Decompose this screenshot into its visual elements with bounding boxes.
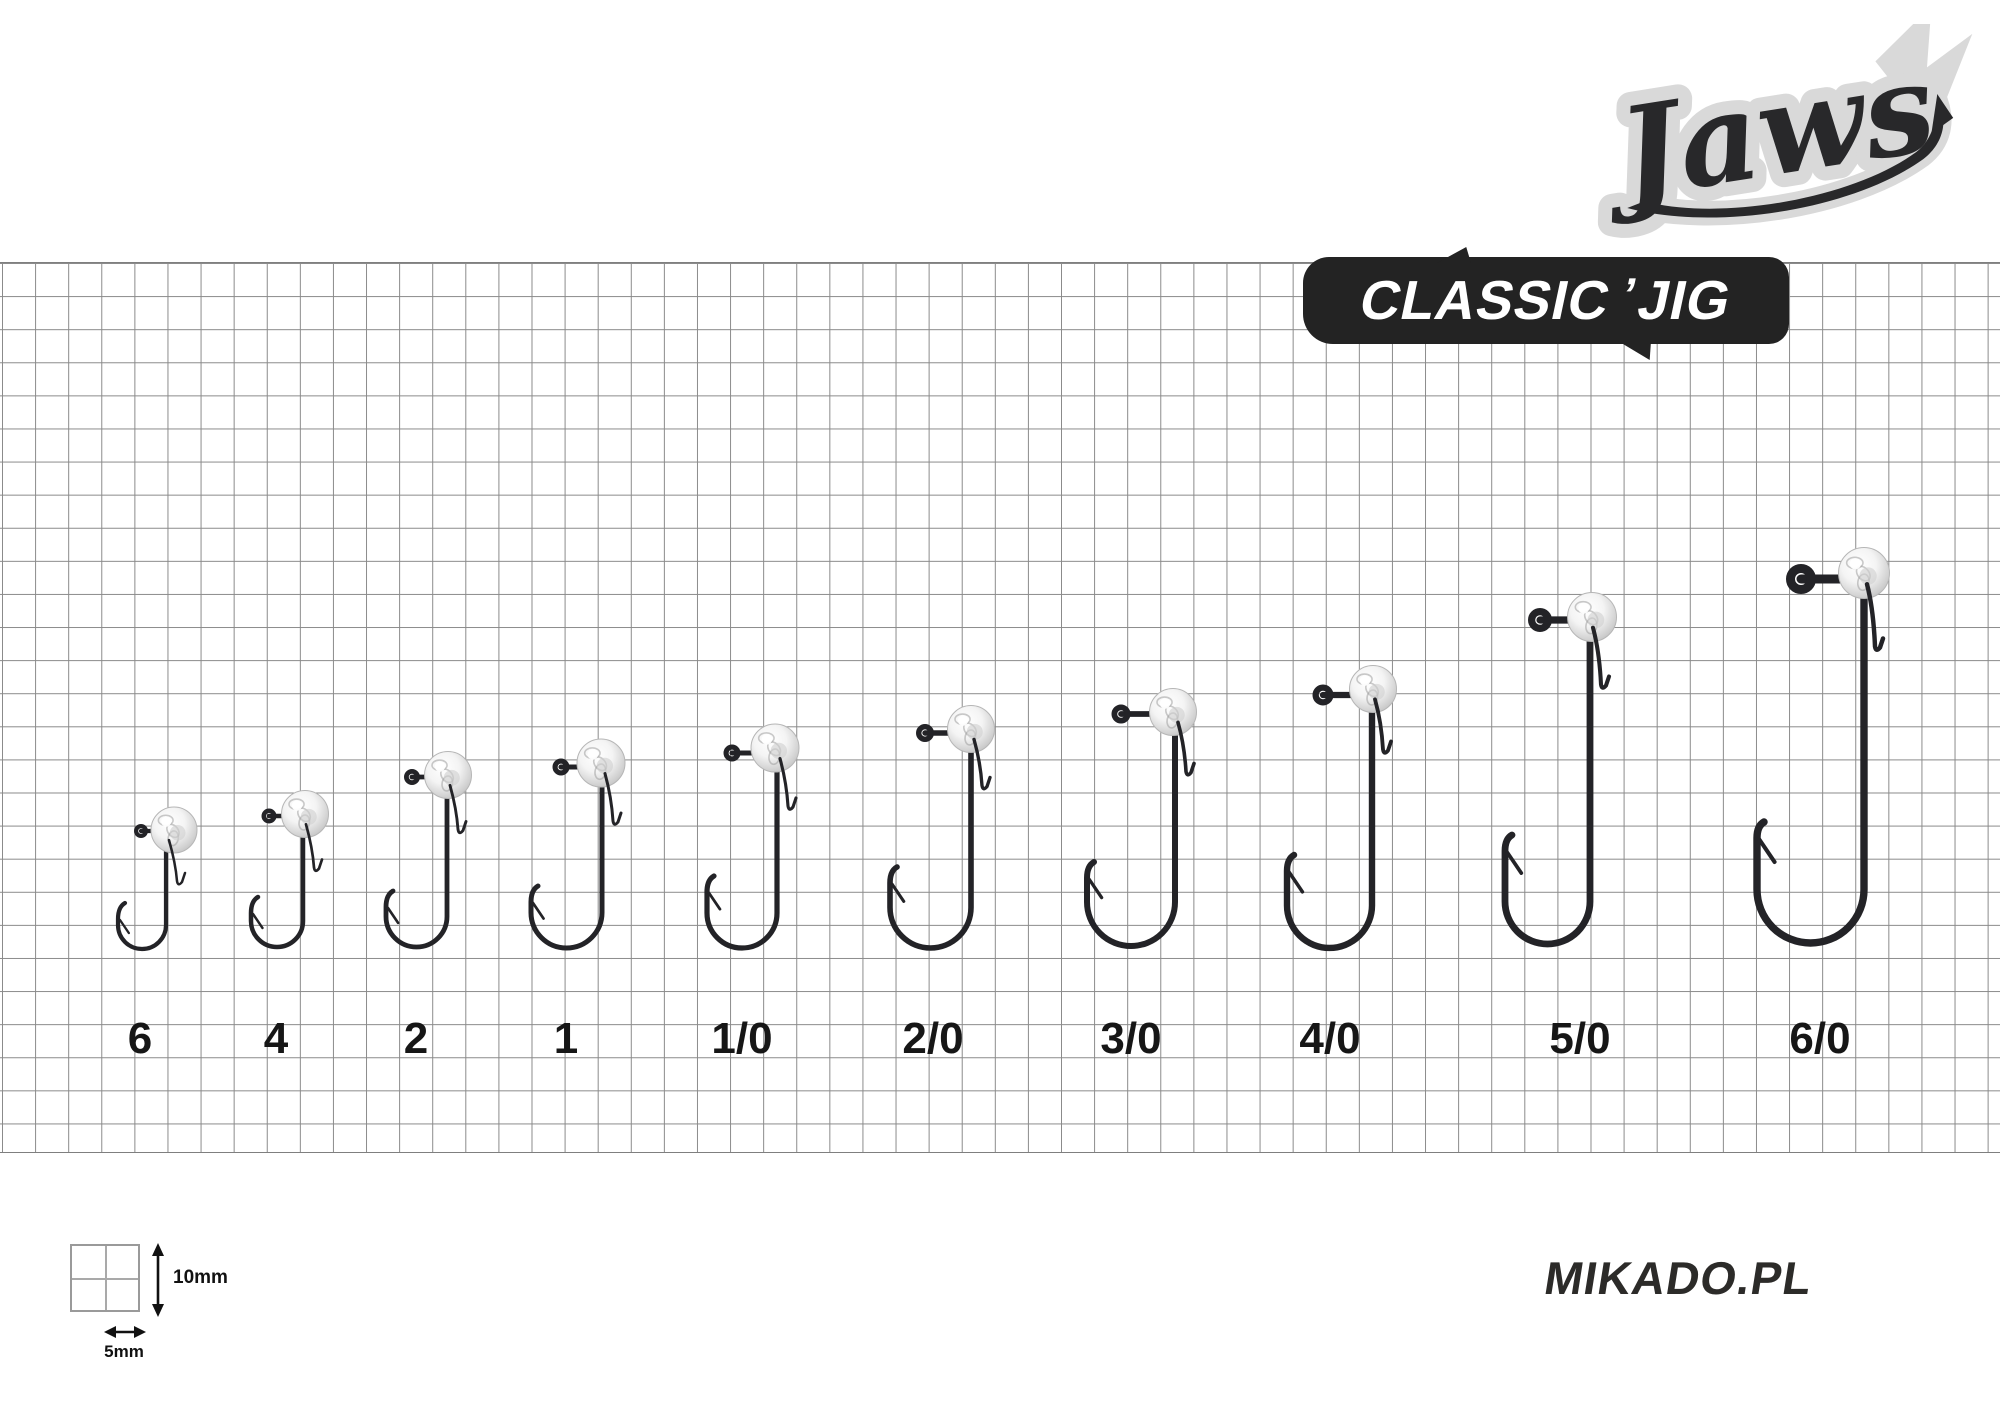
bead-glint xyxy=(1578,602,1590,614)
keeper-barb xyxy=(1373,697,1393,755)
jaws-logo-swoosh xyxy=(1627,94,1944,218)
hook-eyelet xyxy=(1527,607,1552,632)
bead-texture xyxy=(1168,706,1185,723)
mikado-website-logo: MIKADO.PL xyxy=(1540,1252,1817,1304)
keeper-barb xyxy=(448,783,468,835)
banner-title: CLASSIC’JIG xyxy=(1352,257,1740,344)
hook-barb xyxy=(1287,870,1305,894)
hook-wire xyxy=(1283,685,1376,952)
size-label-6: 6 xyxy=(128,1014,152,1063)
jaws-logo-text: Jaws xyxy=(1590,35,1944,231)
hook-wire xyxy=(383,772,450,950)
hook-wire xyxy=(887,726,974,951)
hook-wire xyxy=(1501,613,1594,948)
jig-hook-size-4 xyxy=(248,790,329,950)
bead-texture xyxy=(1587,611,1605,629)
hook-eyelet xyxy=(723,744,741,762)
bead-texture xyxy=(966,723,983,740)
hook-barb xyxy=(386,906,400,925)
keeper-barb xyxy=(603,772,623,826)
bead-glint xyxy=(957,715,969,726)
size-label-1: 1 xyxy=(554,1014,578,1063)
hook-wire xyxy=(704,745,780,951)
hook-eyelet xyxy=(1786,564,1816,594)
jig-hook-size-3-0 xyxy=(1084,688,1197,949)
hook-barb xyxy=(1087,877,1104,900)
scale-5mm-label: 5mm xyxy=(104,1342,144,1361)
hook-barb xyxy=(251,912,264,930)
bead-glint xyxy=(1159,698,1171,709)
bead-glint xyxy=(1849,558,1861,570)
bead-glint xyxy=(434,761,446,772)
size-label-5-0: 5/0 xyxy=(1549,1014,1610,1063)
jaws-logo-fin-spikes xyxy=(1875,24,1973,114)
bead-glint xyxy=(587,749,599,760)
banner-word-jig: JIG xyxy=(1632,269,1738,331)
jig-hook-size-1 xyxy=(528,738,626,951)
hook-wire xyxy=(115,827,169,952)
size-label-1-0: 1/0 xyxy=(711,1014,772,1063)
hook-eyelet xyxy=(403,769,420,786)
size-label-6-0: 6/0 xyxy=(1789,1014,1850,1063)
bead-glint xyxy=(1359,675,1371,686)
bead-glint xyxy=(161,816,172,827)
bead-texture xyxy=(1368,683,1385,700)
keeper-barb xyxy=(778,757,798,811)
hook-eyelet xyxy=(134,823,149,838)
vertical-scale-arrow-icon xyxy=(152,1243,164,1317)
bead-glint xyxy=(761,734,773,745)
keeper-barb xyxy=(1176,720,1196,777)
hook-eyelet xyxy=(261,808,277,824)
jig-hook-size-2-0 xyxy=(887,705,995,951)
horizontal-scale-arrow-icon xyxy=(104,1326,146,1338)
jaws-logo-hook-barb xyxy=(1931,94,1954,134)
size-label-3-0: 3/0 xyxy=(1100,1014,1161,1063)
hook-eyelet xyxy=(916,724,935,743)
bead-texture xyxy=(1859,567,1877,585)
bead-texture xyxy=(300,808,317,825)
classic-jig-banner: CLASSIC’JIG xyxy=(1303,257,1789,344)
jig-hook-size-6 xyxy=(115,806,198,952)
hook-barb xyxy=(531,901,545,920)
bead-glint xyxy=(291,800,303,811)
hook-barb xyxy=(890,882,906,903)
bead-texture xyxy=(443,769,460,786)
jig-hook-size-1-0 xyxy=(704,723,800,951)
bead-texture xyxy=(596,757,614,775)
hook-eyelet xyxy=(1312,684,1334,706)
keeper-barb xyxy=(1864,582,1886,652)
size-label-4-0: 4/0 xyxy=(1299,1014,1360,1063)
keeper-barb xyxy=(972,737,992,791)
jig-hook-size-6-0 xyxy=(1753,547,1890,947)
bead-texture xyxy=(770,742,788,760)
hook-eyelet xyxy=(1111,704,1131,724)
jig-hook-size-4-0 xyxy=(1283,665,1397,952)
hook-eyelet xyxy=(552,758,570,776)
hook-barb xyxy=(1756,836,1777,864)
hook-wire xyxy=(1084,709,1178,949)
size-label-2: 2 xyxy=(404,1014,428,1063)
size-label-4: 4 xyxy=(264,1014,289,1063)
hook-barb xyxy=(1505,850,1524,875)
jaws-logo: Jaws Jaws xyxy=(1588,24,1973,242)
hook-barb xyxy=(118,918,130,935)
keeper-barb xyxy=(167,838,187,886)
jig-hook-size-5-0 xyxy=(1501,592,1617,948)
bead-texture xyxy=(169,824,186,841)
hook-wire xyxy=(1753,569,1868,947)
scale-10mm-label: 10mm xyxy=(173,1267,228,1288)
measurement-grid xyxy=(0,262,2000,1153)
jig-hook-size-2 xyxy=(383,751,472,950)
size-label-2-0: 2/0 xyxy=(902,1014,963,1063)
hook-barb xyxy=(707,891,722,911)
keeper-barb xyxy=(1590,625,1612,690)
scale-reference-square xyxy=(70,1244,140,1312)
hook-wire xyxy=(528,760,605,951)
hook-wire xyxy=(248,811,306,950)
keeper-barb xyxy=(304,822,324,873)
banner-word-classic: CLASSIC xyxy=(1354,269,1617,331)
